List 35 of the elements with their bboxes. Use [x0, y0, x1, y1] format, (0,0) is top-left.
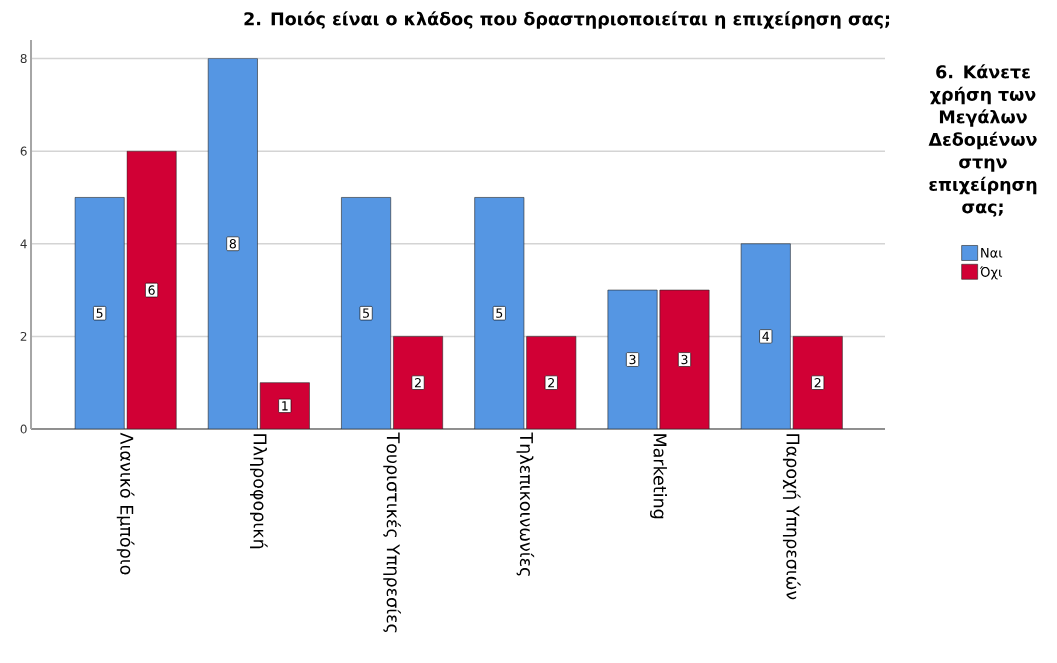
data-label: 4 [762, 331, 770, 341]
data-label: 3 [681, 354, 688, 365]
y-tick-label: 2 [20, 331, 27, 341]
bar [74, 197, 125, 429]
y-tick-label: 0 [20, 424, 27, 434]
bar [740, 243, 791, 429]
bar [126, 150, 177, 429]
bar [393, 336, 443, 429]
x-tick-label: Marketing [650, 434, 667, 519]
chart-title: 2. Ποιός είναι ο κλάδος που δραστηριοποιείται η επιχείρηση σας; [244, 11, 890, 29]
data-label: 8 [229, 239, 236, 249]
bar [792, 336, 843, 429]
y-tick-label: 4 [20, 239, 27, 249]
data-label: 6 [148, 285, 155, 295]
data-label: 5 [363, 308, 369, 318]
legend-label: Όχι [979, 266, 1002, 280]
bar [207, 58, 258, 429]
data-label: 3 [629, 354, 636, 365]
data-label: 2 [814, 378, 821, 388]
data-label: 2 [414, 378, 421, 388]
x-tick-label: Τηλεπικοινωνίες [516, 432, 535, 576]
y-tick-label: 8 [20, 53, 27, 64]
bar [341, 197, 392, 429]
data-label: 2 [548, 378, 554, 388]
y-tick-label: 6 [20, 146, 27, 156]
data-label: 1 [282, 401, 288, 411]
data-label: 5 [96, 308, 103, 318]
legend-label: Ναι [981, 248, 1003, 258]
x-tick-label: Λιανικό Εμπόριο [116, 432, 135, 575]
bar [259, 382, 310, 429]
data-label: 5 [496, 308, 503, 318]
x-tick-label: Παροχή Υπηρεσιών [782, 434, 801, 600]
x-tick-label: Πληροφορική [250, 434, 268, 549]
x-tick-label: Τουριστικές Υπηρεσίες [383, 432, 401, 633]
legend-title: 6. Κάνετε χρήση των Μεγάλων Δεδομένων στην επιχείρηση σας; [928, 64, 1037, 217]
